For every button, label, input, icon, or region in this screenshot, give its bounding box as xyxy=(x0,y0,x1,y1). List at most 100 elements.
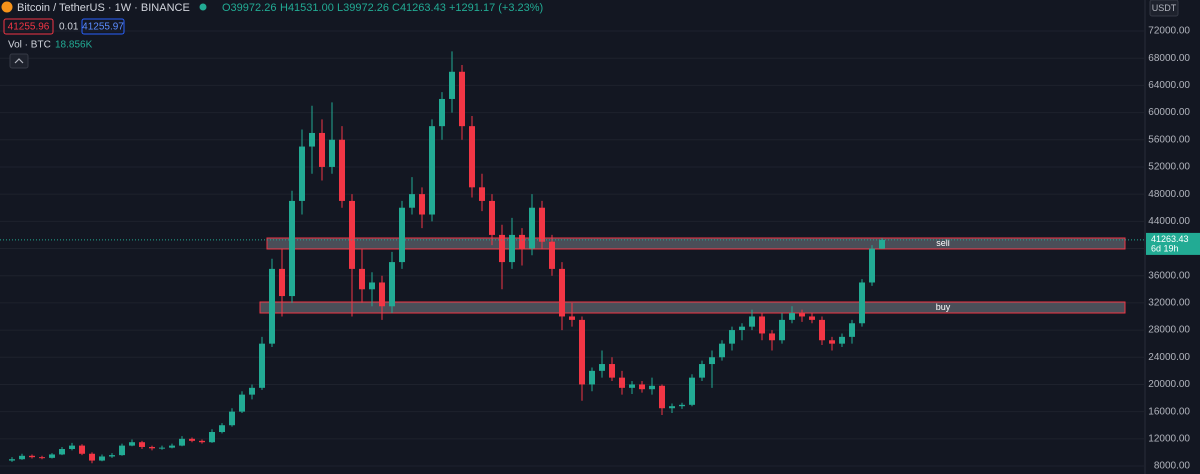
candle-body xyxy=(89,453,95,461)
candle-body xyxy=(569,316,575,320)
candle-body xyxy=(399,207,405,263)
y-tick-label: 12000.00 xyxy=(1148,433,1190,444)
bid-box[interactable] xyxy=(3,18,54,35)
candle-body xyxy=(309,132,315,147)
currency: USDT xyxy=(1152,3,1177,13)
currency-button[interactable] xyxy=(1149,0,1179,17)
candle-body xyxy=(739,326,745,331)
candle-body xyxy=(49,454,55,458)
candle-body xyxy=(479,187,485,201)
candle-body xyxy=(599,364,605,371)
candle-body xyxy=(719,343,725,358)
candle-body xyxy=(829,340,835,344)
candle-body xyxy=(859,282,865,324)
candle-body xyxy=(749,316,755,327)
candle-body xyxy=(9,459,15,461)
grid xyxy=(0,30,1145,467)
y-tick-label: 72000.00 xyxy=(1148,26,1190,37)
candle-body xyxy=(799,313,805,317)
candle-body xyxy=(509,234,515,263)
candle-body xyxy=(319,132,325,167)
candle-body xyxy=(439,98,445,127)
candle-body xyxy=(259,343,265,388)
candle-body xyxy=(779,319,785,341)
ohlc-high: H41531.00 xyxy=(280,2,334,14)
candle-body xyxy=(99,456,105,461)
ohlc-change: +1291.17 (+3.23%) xyxy=(449,2,543,14)
y-tick-label: 60000.00 xyxy=(1148,107,1190,118)
candle-body xyxy=(789,313,795,320)
candle-body xyxy=(619,377,625,388)
zone xyxy=(266,237,1126,250)
bid-price: 41255.96 xyxy=(8,22,50,33)
candle-body xyxy=(289,200,295,297)
candle-body xyxy=(169,445,175,448)
candle-body xyxy=(179,438,185,446)
header: Bitcoin / TetherUS · 1W · BINANCE O39972… xyxy=(1,0,1179,69)
candle-body xyxy=(499,234,505,263)
candle-body xyxy=(279,268,285,297)
candle-body xyxy=(349,200,355,269)
candle-body xyxy=(139,442,145,447)
y-tick-label: 48000.00 xyxy=(1148,189,1190,200)
candle-body xyxy=(519,234,525,249)
spread: 0.01 xyxy=(59,22,79,33)
candle-body xyxy=(79,445,85,454)
candle-body xyxy=(729,330,735,344)
candle-body xyxy=(879,239,885,249)
candle-body xyxy=(579,319,585,385)
volume-label: Vol · BTC xyxy=(8,40,51,51)
candle-body xyxy=(69,445,75,450)
candle-body xyxy=(199,440,205,443)
y-tick-label: 20000.00 xyxy=(1148,379,1190,390)
candle-body xyxy=(759,316,765,334)
y-tick-label: 36000.00 xyxy=(1148,270,1190,281)
candle-body xyxy=(839,336,845,344)
chevron-icon xyxy=(14,58,24,64)
market-status xyxy=(199,3,207,11)
candle-body xyxy=(109,455,115,457)
candle-body xyxy=(269,268,275,344)
ohlc-close: C41263.43 xyxy=(392,2,446,14)
candle-body xyxy=(679,404,685,407)
candle-body xyxy=(409,194,415,208)
candle-body xyxy=(239,394,245,412)
candle-body xyxy=(159,447,165,449)
last-price-box xyxy=(1146,232,1200,255)
zone xyxy=(259,301,1126,314)
candle-body xyxy=(39,457,45,459)
collapse-button[interactable] xyxy=(9,53,29,69)
y-tick-label: 56000.00 xyxy=(1148,134,1190,145)
candle-body xyxy=(649,385,655,390)
last-price-label: 41263.43 xyxy=(1151,234,1189,244)
candle-body xyxy=(359,268,365,290)
y-tick-label: 64000.00 xyxy=(1148,80,1190,91)
candle-body xyxy=(529,207,535,249)
zone-label: sell xyxy=(936,238,950,248)
candle-body xyxy=(19,455,25,460)
candle-body xyxy=(29,455,35,458)
candle-body xyxy=(299,146,305,201)
candle-body xyxy=(149,446,155,449)
candle-body xyxy=(819,319,825,341)
candle-body xyxy=(59,449,65,455)
candle-body xyxy=(189,438,195,441)
candle-body xyxy=(419,194,425,215)
candle-body xyxy=(219,425,225,433)
volume-value: 18.856K xyxy=(55,40,93,51)
y-tick-label: 52000.00 xyxy=(1148,162,1190,173)
ohlc-low: L39972.26 xyxy=(337,2,389,14)
y-tick-label: 24000.00 xyxy=(1148,352,1190,363)
candle-body xyxy=(849,323,855,337)
candle-body xyxy=(449,71,455,99)
y-tick-label: 44000.00 xyxy=(1148,216,1190,227)
candle-body xyxy=(699,364,705,378)
y-tick-label: 68000.00 xyxy=(1148,53,1190,64)
candle-body xyxy=(489,200,495,235)
candle-body xyxy=(329,139,335,167)
candle-body xyxy=(389,262,395,307)
ohlc-open: O39972.26 xyxy=(222,2,276,14)
candle-body xyxy=(469,126,475,188)
ask-box[interactable] xyxy=(81,18,125,35)
